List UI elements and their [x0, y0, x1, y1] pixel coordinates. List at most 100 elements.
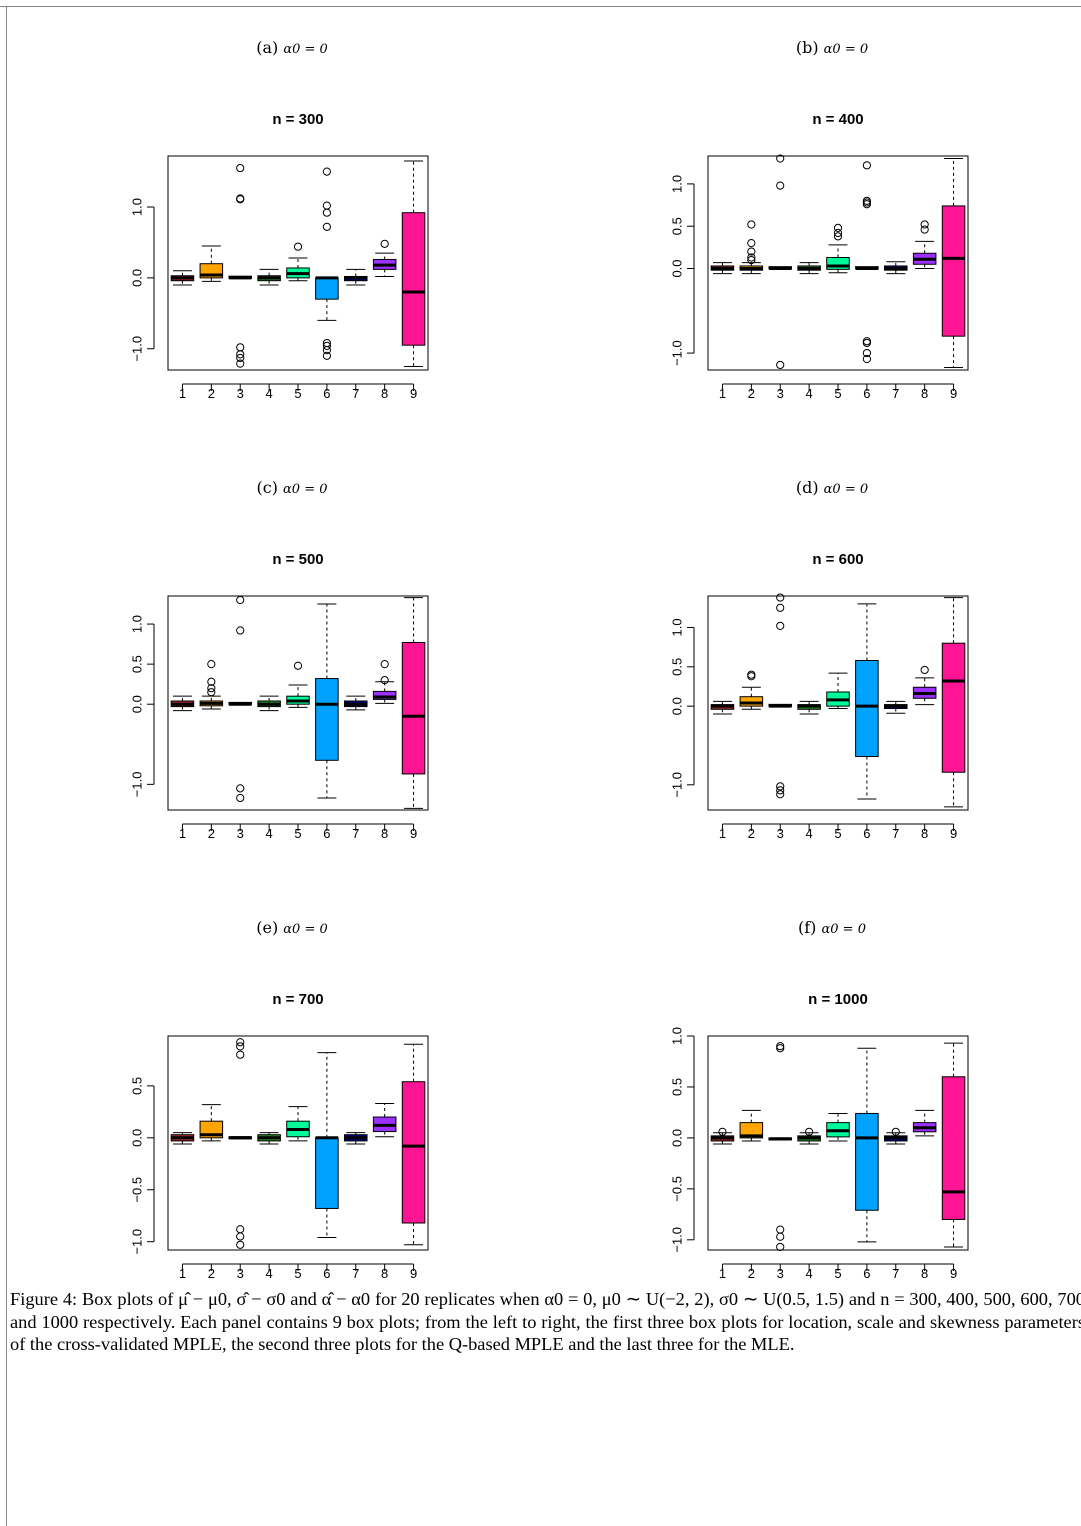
x-tick-label: 8: [381, 826, 388, 841]
box-6: [855, 1047, 879, 1243]
box-9: [401, 1043, 426, 1246]
outlier-point: [236, 784, 245, 793]
outlier-point: [236, 1038, 245, 1047]
box-body: [315, 1137, 339, 1209]
panel-caption: (f) α0 = 0: [682, 918, 982, 937]
x-tick-label: 5: [834, 1266, 841, 1281]
y-tick-label: 0.0: [129, 695, 144, 713]
outlier-point: [236, 1240, 245, 1249]
outlier-point: [236, 359, 245, 368]
figure-frame-top: [0, 6, 1081, 7]
box-5: [826, 1112, 850, 1142]
boxplot-panel: (e) α0 = 0 n = 700 −1.0 −0.5 0.0 0.5 1 2 3 4 5 6 7 8 9: [0, 880, 540, 1320]
box-3: [768, 154, 792, 370]
box-7: [344, 268, 368, 286]
box-4: [797, 262, 821, 275]
y-tick-label: −1.0: [669, 340, 684, 366]
panel-label: (b): [795, 38, 824, 57]
outlier-point: [776, 1242, 785, 1252]
outlier-point: [322, 351, 331, 360]
panel-label: (d): [795, 478, 824, 497]
x-tick-label: 9: [410, 1266, 417, 1281]
boxplot-panel: (a) α0 = 0 n = 300 −1.0 0.0 1.0 1 2 3 4 5 6 7 8 9: [0, 0, 540, 440]
outlier-point: [322, 208, 331, 217]
outlier-point: [776, 360, 785, 370]
box-4: [797, 700, 821, 715]
y-tick-label: 0.5: [669, 658, 684, 676]
box-1: [710, 700, 735, 715]
outlier-point: [322, 341, 331, 351]
outlier-point: [322, 346, 331, 355]
x-tick-label: 8: [381, 386, 388, 401]
y-tick-label: 0.0: [669, 697, 684, 715]
box-2: [739, 220, 764, 275]
figure-caption: Figure 4: Box plots of μ̂ − μ0, σ̂ − σ0 …: [10, 1289, 1081, 1354]
x-tick-label: 6: [323, 1266, 330, 1281]
box-1: [170, 270, 195, 286]
box-6: [315, 167, 339, 360]
boxplot-panel: (f) α0 = 0 n = 1000 −1.0 −0.5 0.0 0.5 1.0 1 2 3 4 5…: [540, 880, 1080, 1320]
box-9: [401, 597, 426, 809]
boxplot-svg: n = 300 −1.0 0.0 1.0 1 2 3 4 5 6 7 8 9: [129, 111, 429, 401]
y-tick-label: 0.5: [129, 1077, 144, 1095]
outlier-point: [380, 660, 389, 669]
panel-alpha: α0 = 0: [283, 42, 328, 57]
outlier-point: [236, 626, 245, 635]
panel-alpha: α0 = 0: [821, 922, 866, 937]
x-tick-label: 3: [777, 386, 784, 401]
outlier-point: [747, 247, 756, 256]
box-4: [257, 1132, 281, 1145]
x-tick-label: 6: [863, 826, 870, 841]
outlier-point: [207, 660, 216, 669]
box-3: [228, 163, 252, 368]
box-9: [941, 158, 966, 368]
outlier-point: [747, 253, 756, 262]
x-tick-label: 4: [805, 386, 812, 401]
y-tick-label: −1.0: [129, 1229, 144, 1255]
panel-label: (c): [256, 478, 284, 497]
x-tick-label: 5: [834, 386, 841, 401]
outlier-point: [747, 255, 756, 265]
x-tick-label: 3: [777, 1266, 784, 1281]
y-tick-label: −0.5: [129, 1177, 144, 1203]
plot-frame: [167, 1035, 429, 1251]
outlier-point: [293, 661, 303, 670]
x-tick-label: 4: [265, 1266, 272, 1281]
box-3: [228, 595, 252, 803]
x-tick-label: 3: [237, 1266, 244, 1281]
chart-title: n = 1000: [808, 991, 868, 1008]
outlier-point: [236, 163, 245, 173]
x-tick-label: 9: [410, 826, 417, 841]
x-tick-label: 7: [352, 1266, 359, 1281]
x-tick-label: 2: [748, 1266, 755, 1281]
panel-alpha: α0 = 0: [823, 42, 869, 57]
y-tick-label: 1.0: [669, 1027, 684, 1045]
plot-frame: [707, 1035, 969, 1251]
outlier-point: [891, 1127, 900, 1136]
box-5: [286, 242, 310, 282]
box-1: [170, 1132, 195, 1145]
x-tick-label: 4: [265, 386, 272, 401]
plot-frame: [707, 595, 969, 811]
box-6: [315, 1052, 339, 1239]
box-body: [941, 205, 966, 337]
x-tick-label: 9: [950, 826, 957, 841]
boxplot-svg: n = 600 −1.0 0.0 0.5 1.0 1 2 3 4 5 6 7 8 9: [669, 551, 969, 841]
y-tick-label: 0.5: [669, 1078, 684, 1096]
box-6: [855, 603, 879, 800]
x-tick-label: 6: [323, 826, 330, 841]
box-2: [739, 1109, 764, 1142]
box-body: [855, 1112, 879, 1211]
x-tick-label: 5: [294, 826, 301, 841]
box-2: [199, 245, 224, 282]
outlier-point: [805, 1127, 814, 1136]
boxplot-svg: n = 500 −1.0 0.0 0.5 1.0 1 2 3 4 5 6 7 8 9: [129, 551, 429, 841]
outlier-point: [920, 665, 929, 675]
box-1: [710, 262, 735, 275]
x-tick-label: 9: [410, 386, 417, 401]
outlier-point: [747, 672, 756, 681]
y-tick-label: −0.5: [669, 1176, 684, 1202]
panel-alpha: α0 = 0: [823, 482, 869, 497]
y-tick-label: −1.0: [669, 772, 684, 798]
outlier-point: [776, 603, 785, 612]
